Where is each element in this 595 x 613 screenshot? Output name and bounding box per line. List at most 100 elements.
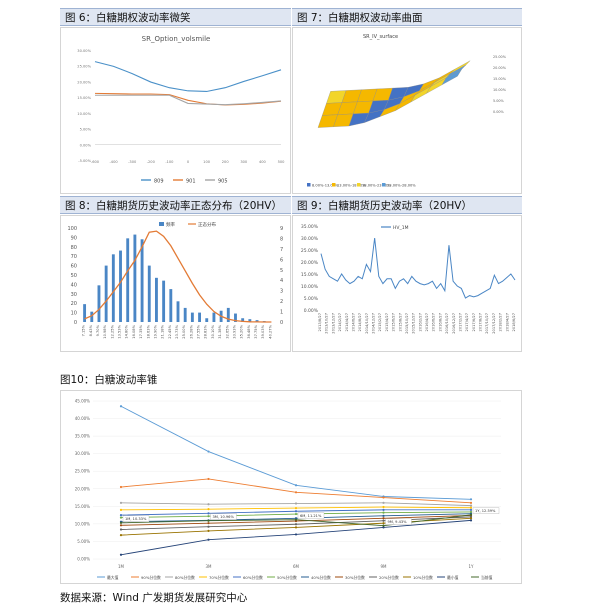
right-tick-label: 3 xyxy=(280,289,283,295)
x-tick-label: 2017/6/27 xyxy=(472,313,476,331)
y-tick-label: 20.00% xyxy=(77,80,91,84)
point-50%分位数-9M xyxy=(382,511,385,514)
point-90%分位数-1M xyxy=(119,485,123,489)
normal-curve xyxy=(84,230,272,323)
point-最小值-1Y xyxy=(469,519,473,522)
point-最小值-6M xyxy=(294,533,298,536)
hv-series-panel: 0.00% 5.00% 10.00% 15.00% 20.00% 25.00% 30.00%… xyxy=(292,215,522,352)
x-tick-label: 18.63% xyxy=(146,324,150,338)
bar-12.25% xyxy=(111,254,115,322)
x-tick-label: 2014/6/27 xyxy=(351,313,355,331)
bar-19.90% xyxy=(155,277,158,322)
point-70%分位数-3M xyxy=(207,508,210,511)
x-tick-label: 2018/4/27 xyxy=(505,313,509,331)
bar-17.35% xyxy=(140,239,144,322)
x-tick-label: 27.55% xyxy=(197,324,201,338)
x-tick-label: 37.75% xyxy=(254,324,258,338)
x-tick-label: 14.80% xyxy=(125,324,129,338)
series-line-809 xyxy=(94,61,282,93)
smile-panel: SR_Option_volsmile -5.00% 0.00% 5.00% 10.00%… xyxy=(60,27,291,194)
legend-label: 23.00%-28.00% xyxy=(387,184,416,188)
right-tick-label: 0 xyxy=(280,320,283,326)
legend-label-10%分位数: 10%分位数 xyxy=(413,575,433,580)
bar-32.65% xyxy=(226,307,230,322)
right-tick-label: 7 xyxy=(280,247,283,253)
point-最大值-3M xyxy=(207,450,210,453)
y-tick-label: 15.00% xyxy=(301,272,319,278)
x-tick-label: -100 xyxy=(165,160,174,164)
volsmile-chart: SR_Option_volsmile -5.00% 0.00% 5.00% 10.00%… xyxy=(77,35,285,185)
point-50%分位数-6M xyxy=(294,512,298,516)
point-最小值-9M xyxy=(382,526,385,529)
x-tick-label: 2018/6/27 xyxy=(512,313,516,331)
point-90%分位数-9M xyxy=(382,496,385,499)
x-tick-label: 7.15% xyxy=(82,324,86,336)
x-tick-label: 2017/10/27 xyxy=(485,313,489,334)
figure-10-title: 图10：白糖波动率锥 xyxy=(60,374,158,386)
legend-label-最小值: 最小值 xyxy=(447,575,459,580)
y-tick-label: 5.00% xyxy=(77,539,90,544)
point-80%分位数-9M xyxy=(382,501,385,504)
legend-label: HV_1M xyxy=(393,225,409,231)
legend-label-80%分位数: 80%分位数 xyxy=(175,575,195,580)
x-tick-label: 2017/12/27 xyxy=(492,313,496,334)
point-30%分位数-9M xyxy=(382,517,385,520)
x-tick-label: 2016/10/27 xyxy=(445,313,449,334)
left-tick-label: 40 xyxy=(71,282,77,288)
z-tick-label: 10.00% xyxy=(493,88,507,92)
left-tick-label: 50 xyxy=(71,273,77,279)
data-label-box xyxy=(297,512,325,519)
x-tick-label: 2014/10/27 xyxy=(365,313,369,334)
point-当前值-6M xyxy=(294,518,298,521)
left-tick-label: 90 xyxy=(71,235,77,241)
point-20%分位数-9M xyxy=(382,519,385,522)
figure-6-title: 图 6：白糖期权波动率微笑 xyxy=(60,8,291,26)
data-label: 1Y, 12.59% xyxy=(475,509,496,513)
point-当前值-3M xyxy=(207,519,210,522)
x-tick-label: 2015/10/27 xyxy=(405,313,409,334)
point-70%分位数-6M xyxy=(294,506,298,510)
bar-33.93% xyxy=(234,313,237,322)
data-label: 9M, 9.43% xyxy=(388,520,408,524)
z-tick-label: 5.00% xyxy=(493,99,505,103)
y-tick-label: 5.00% xyxy=(80,128,92,132)
data-label: 1M, 10.33% xyxy=(125,517,147,521)
surface-cell xyxy=(441,68,463,86)
z-tick-label: 20.00% xyxy=(493,66,507,70)
x-tick-label: 8.43% xyxy=(89,324,93,336)
x-tick-label: 32.65% xyxy=(225,324,229,338)
y-tick-label: 25.00% xyxy=(75,469,90,474)
legend-label-最大值: 最大值 xyxy=(107,575,119,580)
volatility-cone-chart: 0.00% 5.00% 10.00% 15.00% 20.00% 25.00% 30.00%… xyxy=(75,399,501,580)
x-tick-label: 28.83% xyxy=(204,324,208,338)
bar-18.63% xyxy=(147,265,151,322)
bar-14.80% xyxy=(126,238,130,322)
legend-label-70%分位数: 70%分位数 xyxy=(209,575,229,580)
figure-9-title: 图 9：白糖期货历史波动率（20HV） xyxy=(292,196,522,214)
point-50%分位数-3M xyxy=(207,515,210,518)
point-70%分位数-1Y xyxy=(469,506,473,509)
left-tick-label: 20 xyxy=(71,301,77,307)
right-tick-label: 2 xyxy=(280,299,283,305)
legend-label: 13.00%-18.00% xyxy=(337,184,366,188)
y-tick-label: 15.00% xyxy=(75,504,90,509)
surface-panel: SR_IV_surface 25.00% 20.00% 15.00% 10.00% 5.0… xyxy=(292,27,522,194)
figure-7-title: 图 7：白糖期权波动率曲面 xyxy=(292,8,522,26)
z-tick-label: 15.00% xyxy=(493,77,507,81)
x-tick-label: 33.93% xyxy=(232,324,236,338)
legend-label-normal: 正态分布 xyxy=(198,221,216,228)
x-tick-label: 9M xyxy=(381,564,388,569)
point-20%分位数-6M xyxy=(294,523,298,526)
bar-37.75% xyxy=(255,320,259,322)
data-label-box xyxy=(472,507,500,514)
data-label-box xyxy=(122,515,150,522)
x-tick-label: 2014/8/27 xyxy=(358,313,362,331)
point-70%分位数-1M xyxy=(119,508,123,511)
point-最小值-3M xyxy=(207,538,210,541)
x-tick-label: 26.28% xyxy=(189,324,193,338)
y-tick-label: 30.00% xyxy=(301,236,319,242)
data-label: 6M, 11.21% xyxy=(300,514,322,518)
legend-label-30%分位数: 30%分位数 xyxy=(345,575,365,580)
x-tick-label: 1Y xyxy=(469,564,475,569)
x-tick-label: 2014/4/27 xyxy=(345,313,349,331)
